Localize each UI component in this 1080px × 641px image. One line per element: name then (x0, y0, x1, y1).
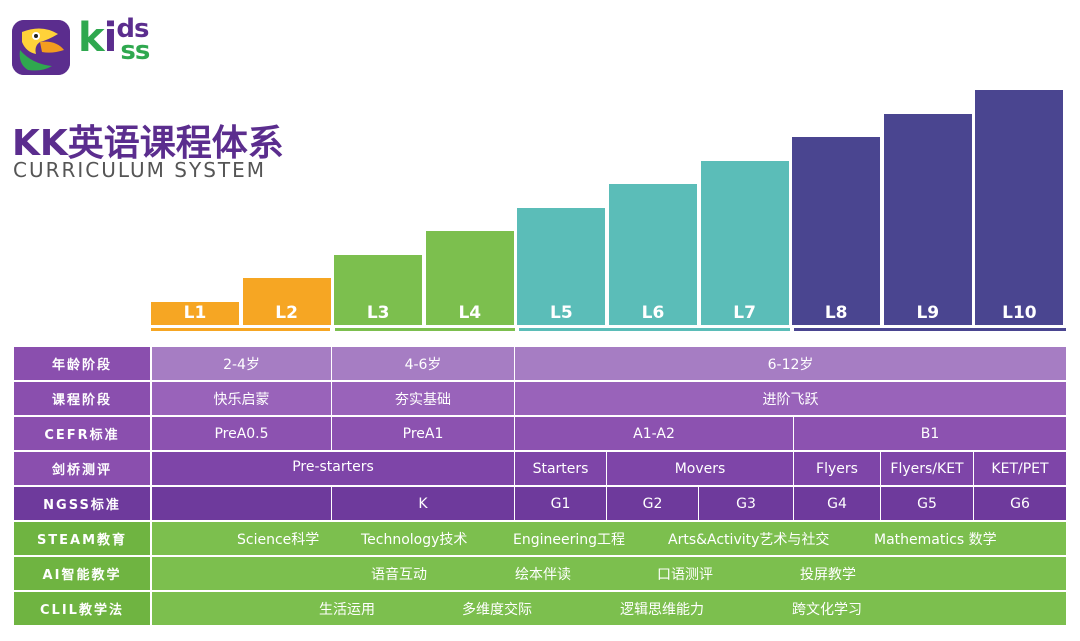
row-clil: CLIL教学法 生活运用 多维度交际 逻辑思维能力 跨文化学习 (14, 592, 1066, 625)
level-bar-l2: L2 (242, 278, 331, 325)
level-label: L5 (550, 303, 573, 323)
clil-band (152, 592, 1066, 625)
age-cell-1: 2-4岁 (152, 347, 331, 380)
ai-picturebook: 绘本伴读 (515, 566, 571, 583)
underline-navy (794, 328, 1066, 331)
age-cell-2: 4-6岁 (332, 347, 514, 380)
ngss-cell-g4: G4 (794, 487, 880, 520)
level-bar-l9: L9 (883, 113, 972, 325)
level-bar-l10: L10 (975, 90, 1064, 325)
row-header-cambridge: 剑桥测评 (14, 452, 150, 485)
cambridge-cell-2: Starters (515, 452, 606, 485)
logo-letter-k: k (78, 15, 105, 61)
ai-cast: 投屏教学 (800, 566, 856, 583)
stage-cell-3: 进阶飞跃 (515, 382, 1066, 415)
clil-culture: 跨文化学习 (792, 601, 862, 618)
steam-engineering: Engineering工程 (513, 531, 625, 548)
cambridge-cell-5: Flyers/KET (881, 452, 973, 485)
page-title: KK英语课程体系 (12, 123, 284, 164)
row-cambridge: 剑桥测评 Pre-starters Starters Movers Flyers… (14, 452, 1066, 485)
level-label: L4 (458, 303, 482, 323)
cambridge-prestarters: Pre-starters (292, 458, 374, 475)
cefr-cell-4: B1 (794, 417, 1066, 450)
cambridge-cell-6: KET/PET (974, 452, 1066, 485)
level-bar-l3: L3 (334, 254, 423, 325)
stage-cell-1: 快乐启蒙 (152, 382, 331, 415)
level-label: L8 (824, 303, 848, 323)
level-bar-l5: L5 (517, 207, 606, 325)
logo-mark (12, 20, 70, 75)
cefr-cell-2: PreA1 (332, 417, 514, 450)
underline-green (335, 328, 515, 331)
ngss-cell-g5: G5 (881, 487, 973, 520)
row-header-stage: 课程阶段 (14, 382, 150, 415)
steam-technology: Technology技术 (361, 531, 468, 548)
logo-wordmark: kidsss (78, 14, 177, 66)
clil-life: 生活运用 (319, 601, 375, 618)
row-steam: STEAM教育 Science科学 Technology技术 Engineeri… (14, 522, 1066, 555)
cambridge-cell-3: Movers (607, 452, 793, 485)
row-header-clil: CLIL教学法 (14, 592, 150, 625)
level-bar-l7: L7 (700, 160, 789, 325)
steam-band (152, 522, 1066, 555)
ngss-cell-g6: G6 (974, 487, 1066, 520)
ngss-cell-g3: G3 (699, 487, 793, 520)
cambridge-cell-4: Flyers (794, 452, 880, 485)
row-stage: 课程阶段 快乐启蒙 夯实基础 进阶飞跃 (14, 382, 1066, 415)
row-ngss: NGSS标准 K G1 G2 G3 G4 G5 G6 (14, 487, 1066, 520)
steam-science: Science科学 (237, 531, 320, 548)
steam-mathematics: Mathematics 数学 (874, 531, 997, 548)
row-ai: AI智能教学 语音互动 绘本伴读 口语测评 投屏教学 (14, 557, 1066, 590)
underline-teal (519, 328, 790, 331)
level-bar-l6: L6 (609, 184, 697, 325)
clil-logic: 逻辑思维能力 (620, 601, 704, 618)
level-bar-l1: L1 (151, 301, 239, 325)
cambridge-cell-1: Pre-starters (152, 452, 514, 485)
steam-arts: Arts&Activity艺术与社交 (668, 531, 830, 548)
level-bar-l8: L8 (792, 137, 881, 325)
level-label: L10 (1002, 303, 1037, 323)
toucan-logo-icon (12, 20, 70, 75)
level-label: L1 (183, 303, 207, 323)
ngss-cell-k: K (332, 487, 514, 520)
ngss-cell-g1: G1 (515, 487, 606, 520)
row-header-ai: AI智能教学 (14, 557, 150, 590)
row-header-ngss: NGSS标准 (14, 487, 150, 520)
row-cefr: CEFR标准 PreA0.5 PreA1 A1-A2 B1 (14, 417, 1066, 450)
ai-voice: 语音互动 (371, 566, 427, 583)
level-label: L7 (733, 303, 756, 323)
level-label: L6 (641, 303, 665, 323)
underline-orange (151, 328, 330, 331)
row-header-cefr: CEFR标准 (14, 417, 150, 450)
ngss-cell-g2: G2 (607, 487, 698, 520)
ngss-cell-empty (152, 487, 331, 520)
ai-band (152, 557, 1066, 590)
age-cell-3: 6-12岁 (515, 347, 1066, 380)
page-subtitle: CURRICULUM SYSTEM (13, 158, 267, 182)
clil-communication: 多维度交际 (462, 601, 532, 618)
row-age: 年龄阶段 2-4岁 4-6岁 6-12岁 (14, 347, 1066, 380)
stage-cell-2: 夯实基础 (332, 382, 514, 415)
logo-letter-i: i (103, 15, 118, 61)
level-label: L2 (275, 303, 298, 323)
ai-oral: 口语测评 (657, 566, 713, 583)
logo-letters-ds: ds (116, 14, 149, 44)
cefr-cell-3: A1-A2 (515, 417, 793, 450)
cefr-cell-1: PreA0.5 (152, 417, 331, 450)
row-header-steam: STEAM教育 (14, 522, 150, 555)
level-bar-l4: L4 (425, 231, 514, 325)
row-header-age: 年龄阶段 (14, 347, 150, 380)
level-label: L3 (366, 303, 390, 323)
logo-letters-ss: ss (120, 36, 150, 66)
level-label: L9 (916, 303, 940, 323)
